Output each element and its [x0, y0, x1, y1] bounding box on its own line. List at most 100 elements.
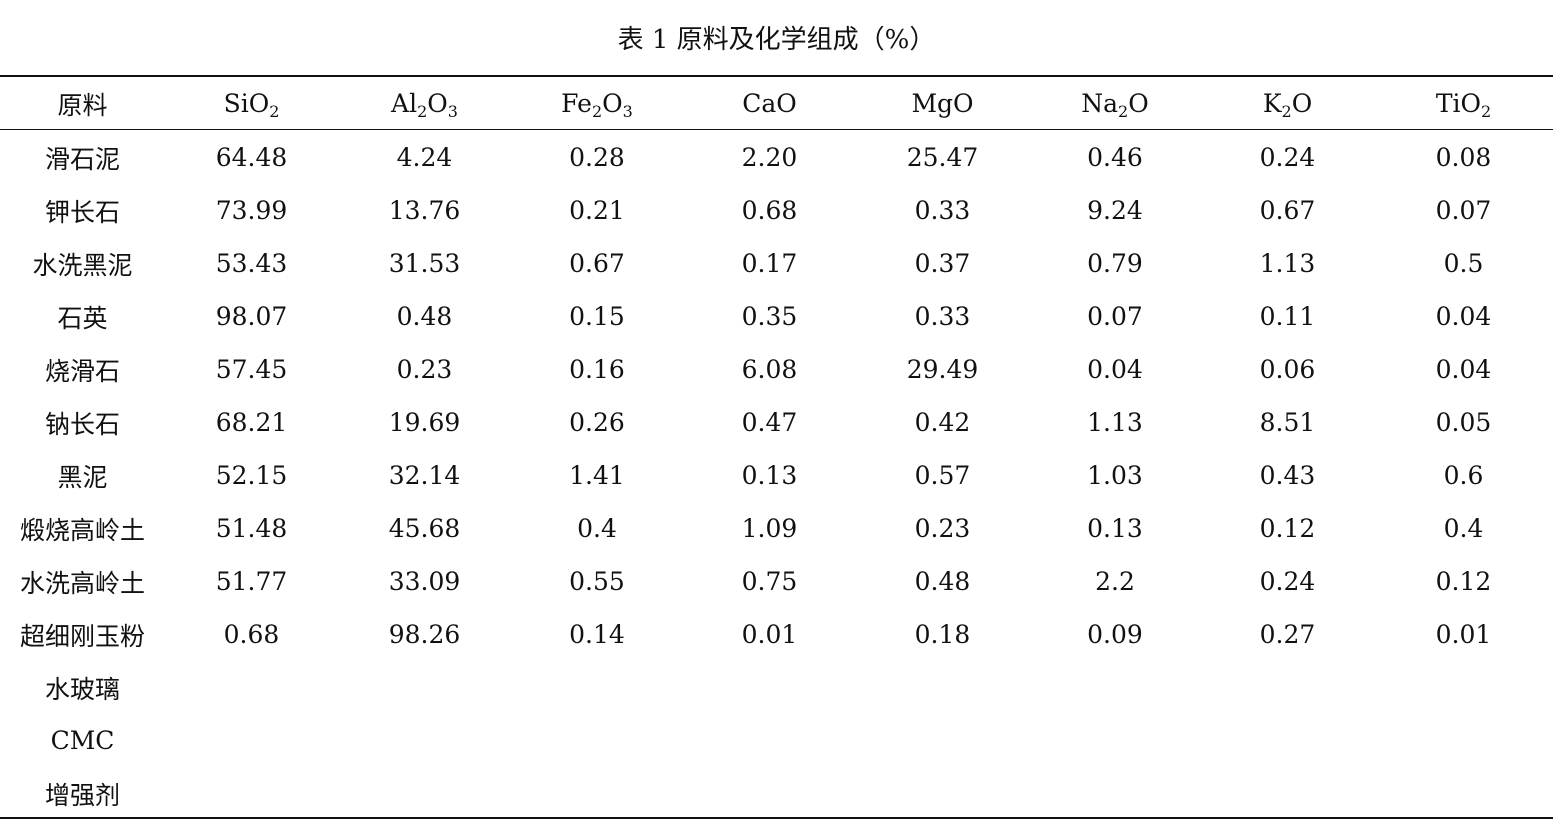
material-name-cell: 增强剂: [44, 780, 120, 810]
value-cell: 1.13: [1259, 249, 1316, 278]
value-cell: 0.46: [1087, 143, 1143, 172]
header-subscript: 2: [1480, 102, 1492, 121]
table-row: 黑泥 52.15 32.14 1.41 0.13 0.57 1.03 0.43 0.6: [0, 449, 1553, 502]
value-cell: 0.48: [914, 567, 971, 596]
value-cell: [511, 767, 683, 820]
value-cell: 0.04: [1435, 355, 1492, 384]
value-cell: 0.57: [914, 461, 971, 490]
table-title: 表 1 原料及化学组成（%）: [617, 25, 936, 55]
value-cell: [683, 661, 856, 714]
material-name-cell: 水玻璃: [44, 674, 120, 704]
header-subscript: 3: [622, 102, 633, 121]
value-cell: 0.06: [1259, 355, 1316, 384]
value-cell: 0.07: [1087, 302, 1143, 331]
value-cell: 0.15: [569, 302, 625, 331]
value-cell: [511, 714, 683, 767]
value-cell: 0.67: [1259, 196, 1316, 225]
value-cell: 0.28: [569, 143, 625, 172]
material-name-cell: 煅烧高岭土: [19, 515, 145, 545]
header-rule: [0, 129, 1553, 130]
material-name-cell: 超细刚玉粉: [19, 621, 145, 651]
value-cell: 0.08: [1435, 143, 1492, 172]
value-cell: 1.41: [569, 461, 625, 490]
value-cell: [856, 767, 1029, 820]
value-cell: 19.69: [388, 408, 461, 437]
value-cell: 0.68: [223, 620, 280, 649]
value-cell: 0.33: [914, 196, 971, 225]
value-cell: 0.11: [1259, 302, 1316, 331]
value-cell: 98.26: [388, 620, 461, 649]
column-header: Fe2O3: [511, 77, 683, 130]
header-subscript: 2: [269, 102, 280, 121]
column-header: SiO2: [165, 77, 338, 130]
column-header: K2O: [1201, 77, 1374, 130]
header-subscript: 2: [1118, 102, 1129, 121]
material-name-cell: 烧滑石: [44, 356, 120, 386]
column-header: MgO: [856, 77, 1029, 130]
material-name-cell: 水洗黑泥: [32, 250, 133, 280]
value-cell: 0.5: [1443, 249, 1484, 278]
value-cell: [856, 714, 1029, 767]
value-cell: 0.24: [1259, 567, 1316, 596]
value-cell: 0.23: [396, 355, 453, 384]
table-row: 水洗高岭土 51.77 33.09 0.55 0.75 0.48 2.2 0.24 0.12: [0, 555, 1553, 608]
value-cell: 0.4: [577, 514, 617, 543]
value-cell: [1374, 714, 1553, 767]
value-cell: 0.67: [569, 249, 625, 278]
value-cell: [511, 661, 683, 714]
value-cell: 33.09: [388, 567, 461, 596]
value-cell: 0.27: [1259, 620, 1316, 649]
value-cell: [1029, 767, 1201, 820]
value-cell: 6.08: [741, 355, 798, 384]
material-name-cell: 黑泥: [57, 462, 108, 492]
value-cell: 0.18: [914, 620, 971, 649]
column-header: 原料: [0, 77, 165, 130]
value-cell: [338, 714, 511, 767]
value-cell: 0.05: [1435, 408, 1492, 437]
value-cell: 0.04: [1435, 302, 1492, 331]
header-text: O: [427, 89, 448, 118]
value-cell: 0.07: [1435, 196, 1492, 225]
value-cell: 0.68: [741, 196, 798, 225]
value-cell: 0.17: [741, 249, 798, 278]
top-rule: [0, 75, 1553, 77]
header-text: Fe: [561, 89, 592, 118]
value-cell: 73.99: [215, 196, 288, 225]
value-cell: 0.21: [569, 196, 625, 225]
value-cell: 0.12: [1435, 567, 1492, 596]
value-cell: 31.53: [388, 249, 461, 278]
table-row: 水洗黑泥 53.43 31.53 0.67 0.17 0.37 0.79 1.13 0.5: [0, 237, 1553, 290]
value-cell: 0.43: [1259, 461, 1316, 490]
value-cell: 0.12: [1259, 514, 1316, 543]
header-text: O: [602, 89, 623, 118]
value-cell: 0.47: [741, 408, 798, 437]
material-name-cell: 石英: [57, 303, 108, 333]
table-row: 增强剂: [0, 767, 1553, 820]
value-cell: [1201, 767, 1374, 820]
header-text: CaO: [742, 89, 797, 118]
value-cell: [1374, 661, 1553, 714]
value-cell: 0.01: [741, 620, 798, 649]
header-text: TiO: [1435, 89, 1481, 118]
header-text: O: [1128, 89, 1149, 118]
column-header: TiO2: [1374, 77, 1553, 130]
column-header: CaO: [683, 77, 856, 130]
table-row: 滑石泥 64.48 4.24 0.28 2.20 25.47 0.46 0.24 0.08: [0, 130, 1553, 184]
value-cell: 0.42: [914, 408, 971, 437]
material-name-cell: 滑石泥: [44, 144, 120, 174]
value-cell: 53.43: [215, 249, 288, 278]
value-cell: 32.14: [388, 461, 461, 490]
header-text: 原料: [57, 90, 108, 120]
material-name-cell: 钠长石: [44, 409, 120, 439]
value-cell: 0.13: [1087, 514, 1143, 543]
header-text: SiO: [223, 89, 270, 118]
value-cell: 4.24: [396, 143, 453, 172]
value-cell: 0.23: [914, 514, 971, 543]
value-cell: [1029, 661, 1201, 714]
table-row: 水玻璃: [0, 661, 1553, 714]
bottom-rule: [0, 817, 1553, 819]
value-cell: 64.48: [215, 143, 288, 172]
header-subscript: 3: [447, 102, 458, 121]
value-cell: [683, 714, 856, 767]
table-row: 石英 98.07 0.48 0.15 0.35 0.33 0.07 0.11 0.04: [0, 290, 1553, 343]
